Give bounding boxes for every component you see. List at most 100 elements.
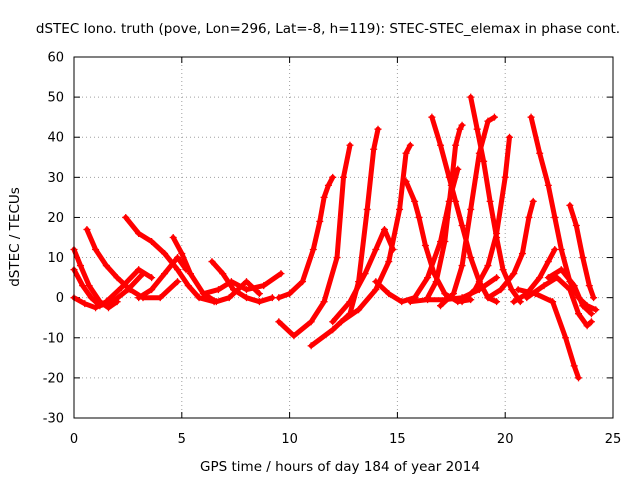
data-point	[76, 262, 84, 270]
data-point	[493, 298, 501, 306]
data-point	[484, 117, 492, 125]
data-point	[286, 290, 294, 298]
data-point	[135, 294, 143, 302]
data-point	[372, 278, 380, 286]
data-point	[275, 318, 283, 326]
y-tick-label: 20	[47, 211, 64, 226]
series-line	[170, 235, 262, 305]
series-arc-22	[484, 197, 537, 302]
series-arc-28	[544, 266, 595, 318]
data-point	[309, 246, 317, 254]
data-point	[421, 242, 429, 250]
data-point	[493, 229, 501, 237]
data-point	[587, 310, 595, 318]
y-tick-label: 50	[47, 91, 64, 106]
data-point	[510, 270, 518, 278]
x-tick-labels: 0 5 10 15 20 25	[70, 432, 621, 447]
data-point	[184, 282, 192, 290]
data-point	[566, 201, 574, 209]
data-point	[195, 294, 203, 302]
data-point	[380, 225, 388, 233]
data-point	[113, 274, 121, 282]
data-point	[135, 229, 143, 237]
series-arc-05	[122, 213, 218, 306]
y-tick-label: 60	[47, 51, 64, 66]
data-point	[490, 113, 498, 121]
y-axis-label: dSTEC / TECUs	[7, 187, 23, 287]
series-arc-23	[406, 274, 501, 306]
data-point	[486, 197, 494, 205]
series-line	[71, 247, 120, 311]
y-tick-label: -10	[43, 331, 64, 346]
data-point	[402, 149, 410, 157]
data-point	[575, 310, 583, 318]
data-point	[529, 197, 537, 205]
data-point	[437, 302, 445, 310]
data-point	[508, 286, 516, 294]
data-point	[361, 270, 369, 278]
data-point	[402, 177, 410, 185]
data-point	[117, 284, 125, 292]
data-series	[70, 93, 600, 382]
data-point	[411, 197, 419, 205]
data-point	[424, 296, 432, 304]
data-point	[458, 294, 466, 302]
data-point	[544, 274, 552, 282]
data-point	[126, 286, 134, 294]
data-point	[590, 294, 598, 302]
data-point	[583, 322, 591, 330]
data-point	[79, 282, 87, 290]
data-point	[458, 262, 466, 270]
data-point	[484, 294, 492, 302]
grid-lines	[73, 56, 614, 419]
series-line	[136, 255, 189, 301]
y-tick-label: 40	[47, 131, 64, 146]
data-point	[557, 246, 565, 254]
data-point	[363, 205, 371, 213]
data-point	[85, 282, 93, 290]
data-point	[109, 298, 117, 306]
data-point	[525, 213, 533, 221]
data-point	[467, 296, 475, 304]
data-point	[208, 258, 216, 266]
data-point	[587, 318, 595, 326]
data-point	[337, 318, 345, 326]
data-point	[212, 298, 220, 306]
data-point	[346, 298, 354, 306]
data-point	[242, 294, 250, 302]
data-point	[173, 278, 181, 286]
data-point	[551, 213, 559, 221]
data-point	[355, 306, 363, 314]
data-point	[447, 181, 455, 189]
data-point	[102, 262, 110, 270]
series-arc-13	[337, 141, 414, 326]
data-point	[307, 342, 315, 350]
data-point	[557, 266, 565, 274]
data-point	[161, 250, 169, 258]
data-point	[370, 145, 378, 153]
y-tick-label: 0	[56, 291, 64, 306]
data-point	[156, 294, 164, 302]
data-point	[499, 266, 507, 274]
data-point	[480, 157, 488, 165]
data-point	[449, 290, 457, 298]
data-point	[540, 282, 548, 290]
series-arc-04	[83, 225, 181, 302]
data-point	[255, 290, 263, 298]
data-point	[441, 290, 449, 298]
y-tick-labels: -30 -20 -10 0 10 20 30 40 50 60	[43, 51, 64, 427]
data-point	[579, 254, 587, 262]
series-arc-11	[275, 141, 354, 340]
data-point	[242, 286, 250, 294]
series-arc-09	[199, 270, 285, 298]
data-point	[510, 298, 518, 306]
series-arc-08	[208, 258, 276, 306]
data-point	[329, 173, 337, 181]
data-point	[579, 302, 587, 310]
data-point	[102, 298, 110, 306]
data-point	[219, 270, 227, 278]
series-line	[515, 287, 581, 381]
y-tick-label: -30	[43, 412, 64, 427]
data-point	[346, 141, 354, 149]
series-arc-27	[523, 274, 595, 330]
